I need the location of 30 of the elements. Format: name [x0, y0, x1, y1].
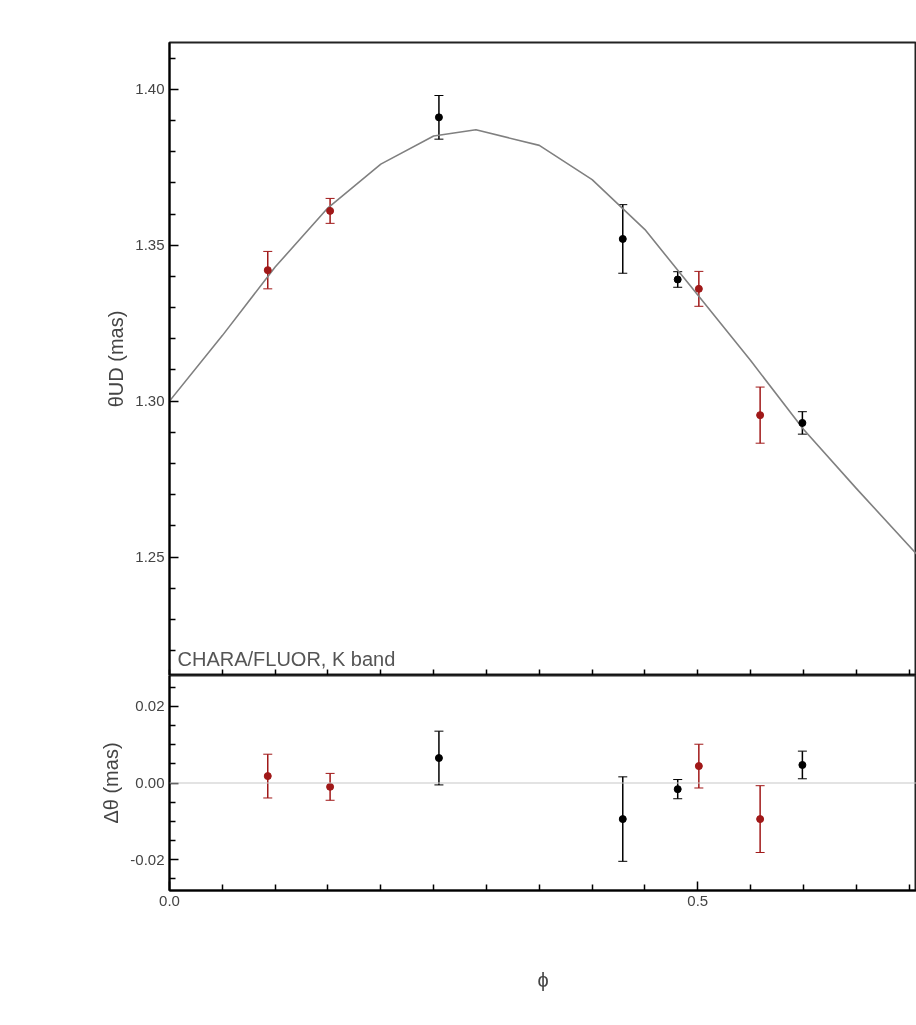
point — [326, 782, 335, 791]
y-tick-label: 1.25 — [135, 548, 165, 566]
x-tick-label: 0.5 — [687, 891, 709, 909]
point — [798, 760, 807, 769]
y-axis-title: θUD (mas) — [105, 310, 128, 408]
point — [756, 815, 765, 824]
point — [673, 785, 682, 794]
y-tick-label: 1.35 — [135, 236, 165, 254]
point — [326, 206, 335, 215]
point — [434, 113, 443, 122]
point — [694, 762, 703, 771]
point — [798, 418, 807, 427]
point — [618, 234, 627, 243]
y-tick-label: 0.00 — [135, 774, 165, 791]
point — [263, 772, 272, 781]
line-series — [169, 129, 916, 555]
point — [756, 411, 765, 420]
x-tick-label: 0.0 — [159, 891, 180, 909]
y-tick-label: 1.30 — [135, 392, 165, 410]
point — [434, 754, 443, 763]
y-tick-label: -0.02 — [130, 850, 165, 868]
y-tick-label: 1.40 — [135, 80, 165, 98]
y-axis-title: Δθ (mas) — [100, 742, 123, 824]
point — [618, 815, 627, 824]
x-axis-title: ϕ — [537, 968, 549, 991]
y-tick-label: 0.02 — [135, 697, 165, 715]
point — [694, 284, 703, 293]
point — [263, 266, 272, 275]
point — [673, 275, 682, 284]
annotation: CHARA/FLUOR, K band — [177, 647, 396, 670]
